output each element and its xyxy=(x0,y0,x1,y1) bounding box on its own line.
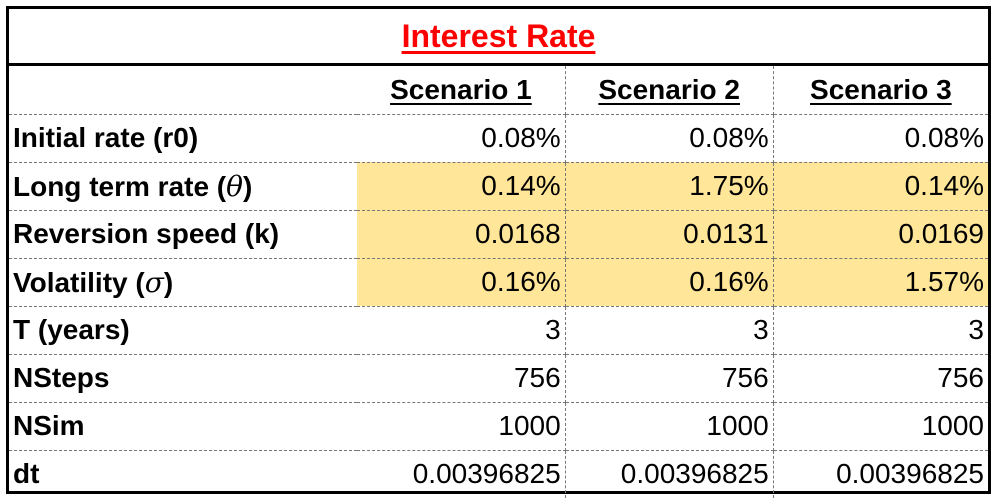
cell-reversion-speed-s1[interactable]: 0.0168 xyxy=(357,210,566,259)
cell-volatility-s1[interactable]: 0.16% xyxy=(357,258,566,307)
row-label-initial-rate[interactable]: Initial rate (r0) xyxy=(9,114,358,163)
cell-dt-s2[interactable]: 0.00396825 xyxy=(565,450,774,498)
cell-volatility-s3[interactable]: 1.57% xyxy=(773,258,988,307)
cell-nsim-s3[interactable]: 1000 xyxy=(773,402,988,451)
volatility-close: ) xyxy=(163,266,174,298)
table-row-nsteps: NSteps 756 756 756 xyxy=(9,354,988,403)
cell-dt-s1[interactable]: 0.00396825 xyxy=(357,450,566,498)
table-row-t-years: T (years) 3 3 3 xyxy=(9,306,988,355)
volatility-text: Volatility ( xyxy=(13,266,145,298)
row-label-t-years[interactable]: T (years) xyxy=(9,306,358,355)
parameter-sheet: Interest Rate Scenario 1 Scenario 2 Scen… xyxy=(6,6,991,498)
sigma-symbol: σ xyxy=(144,265,164,299)
long-term-rate-close: ) xyxy=(243,170,253,202)
theta-symbol: θ xyxy=(226,169,243,203)
cell-initial-rate-s1[interactable]: 0.08% xyxy=(357,114,566,163)
cell-initial-rate-s2[interactable]: 0.08% xyxy=(565,114,774,163)
table-row-dt: dt 0.00396825 0.00396825 0.00396825 xyxy=(9,450,988,498)
cell-nsteps-s2[interactable]: 756 xyxy=(565,354,774,403)
header-scenario-1-label: Scenario 1 xyxy=(390,73,532,105)
cell-long-term-rate-s3[interactable]: 0.14% xyxy=(773,162,988,211)
cell-reversion-speed-s2[interactable]: 0.0131 xyxy=(565,210,774,259)
header-blank-cell xyxy=(9,66,358,115)
cell-t-years-s1[interactable]: 3 xyxy=(357,306,566,355)
row-label-nsteps[interactable]: NSteps xyxy=(9,354,358,403)
row-label-volatility[interactable]: Volatility (σ) xyxy=(9,258,358,307)
row-label-dt[interactable]: dt xyxy=(13,458,40,490)
cell-t-years-s3[interactable]: 3 xyxy=(773,306,988,355)
cell-nsim-s1[interactable]: 1000 xyxy=(357,402,566,451)
cell-reversion-speed-s3[interactable]: 0.0169 xyxy=(773,210,988,259)
table-row-reversion-speed: Reversion speed (k) 0.0168 0.0131 0.0169 xyxy=(9,210,988,259)
cell-long-term-rate-s2[interactable]: 1.75% xyxy=(565,162,774,211)
cell-long-term-rate-s1[interactable]: 0.14% xyxy=(357,162,566,211)
table-row-initial-rate: Initial rate (r0) 0.08% 0.08% 0.08% xyxy=(9,114,988,163)
parameter-table: Scenario 1 Scenario 2 Scenario 3 Initial… xyxy=(9,66,988,498)
title-row: Interest Rate xyxy=(9,9,988,66)
cell-volatility-s2[interactable]: 0.16% xyxy=(565,258,774,307)
sheet-title: Interest Rate xyxy=(401,17,596,54)
cell-t-years-s2[interactable]: 3 xyxy=(565,306,774,355)
table-row-long-term-rate: Long term rate (θ) 0.14% 1.75% 0.14% xyxy=(9,162,988,211)
row-label-reversion-speed[interactable]: Reversion speed (k) xyxy=(9,210,358,259)
cell-dt-s3[interactable]: 0.00396825 xyxy=(836,458,984,490)
header-scenario-3[interactable]: Scenario 3 xyxy=(773,66,988,115)
cell-initial-rate-s3[interactable]: 0.08% xyxy=(773,114,988,163)
header-scenario-3-label: Scenario 3 xyxy=(810,73,952,105)
row-label-long-term-rate[interactable]: Long term rate (θ) xyxy=(9,162,358,211)
header-row: Scenario 1 Scenario 2 Scenario 3 xyxy=(9,66,988,115)
table-row-volatility: Volatility (σ) 0.16% 0.16% 1.57% xyxy=(9,258,988,307)
row-label-nsim[interactable]: NSim xyxy=(9,402,358,451)
header-scenario-1[interactable]: Scenario 1 xyxy=(357,66,566,115)
cell-nsteps-s1[interactable]: 756 xyxy=(357,354,566,403)
cell-nsteps-s3[interactable]: 756 xyxy=(773,354,988,403)
cell-nsim-s2[interactable]: 1000 xyxy=(565,402,774,451)
table-row-nsim: NSim 1000 1000 1000 xyxy=(9,402,988,451)
long-term-rate-text: Long term rate ( xyxy=(13,170,227,202)
header-scenario-2[interactable]: Scenario 2 xyxy=(565,66,774,115)
header-scenario-2-label: Scenario 2 xyxy=(598,73,740,105)
